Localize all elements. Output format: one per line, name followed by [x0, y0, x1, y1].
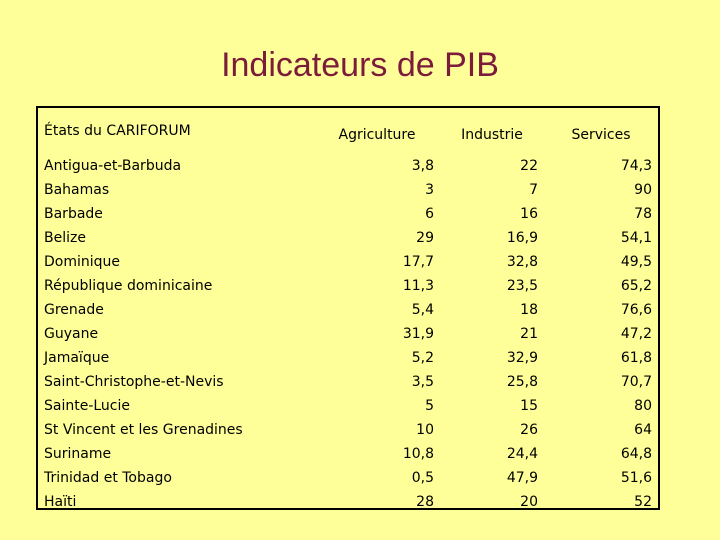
cell-services: 76,6 [620, 302, 652, 318]
cell-agriculture: 17,7 [402, 254, 434, 270]
cell-industry: 16 [520, 206, 538, 222]
cell-industry: 22 [520, 158, 538, 174]
cell-country: Trinidad et Tobago [44, 470, 172, 486]
cell-country: Grenade [44, 302, 104, 318]
header-agriculture: Agriculture [338, 127, 416, 143]
cell-services: 90 [634, 182, 652, 198]
cell-agriculture: 5,4 [411, 302, 434, 318]
cell-services: 65,2 [620, 278, 652, 294]
cell-country: Jamaïque [44, 350, 110, 366]
cell-agriculture: 0,5 [411, 470, 434, 486]
cell-country: Suriname [44, 446, 112, 462]
cell-agriculture: 11,3 [402, 278, 434, 294]
cell-country: Antigua-et-Barbuda [44, 158, 182, 174]
cell-agriculture: 3 [425, 182, 434, 198]
table-row: Antigua-et-Barbuda 3,8 22 74,3 [38, 154, 658, 178]
cell-agriculture: 29 [416, 230, 434, 246]
cell-services: 80 [634, 398, 652, 414]
cell-industry: 7 [529, 182, 538, 198]
page-title: Indicateurs de PIB [221, 46, 499, 84]
table-row: Suriname 10,8 24,4 64,8 [38, 442, 658, 466]
cell-agriculture: 6 [425, 206, 434, 222]
cell-country: St Vincent et les Grenadines [44, 422, 243, 438]
cell-agriculture: 10,8 [402, 446, 434, 462]
table-row: St Vincent et les Grenadines 10 26 64 [38, 418, 658, 442]
cell-services: 70,7 [620, 374, 652, 390]
table-row: Grenade 5,4 18 76,6 [38, 298, 658, 322]
table-row: Trinidad et Tobago 0,5 47,9 51,6 [38, 466, 658, 490]
cell-country: Bahamas [44, 182, 110, 198]
cell-country: Barbade [44, 206, 103, 222]
cell-services: 52 [634, 494, 652, 510]
cell-country: Dominique [44, 254, 121, 270]
table-row: Sainte-Lucie 5 15 80 [38, 394, 658, 418]
cell-services: 78 [634, 206, 652, 222]
table-row: Bahamas 3 7 90 [38, 178, 658, 202]
cell-industry: 26 [520, 422, 538, 438]
table-row: Saint-Christophe-et-Nevis 3,5 25,8 70,7 [38, 370, 658, 394]
gdp-table-frame: États du CARIFORUM Agriculture Industrie… [36, 106, 660, 510]
table-row: Haïti 28 20 52 [38, 490, 658, 514]
table-body: Antigua-et-Barbuda 3,8 22 74,3 Bahamas 3 7 90 Ba… [38, 154, 658, 514]
cell-industry: 21 [520, 326, 538, 342]
cell-country: Belize [44, 230, 86, 246]
cell-services: 51,6 [620, 470, 652, 486]
table-row: Barbade 6 16 78 [38, 202, 658, 226]
table-row: Dominique 17,7 32,8 49,5 [38, 250, 658, 274]
cell-industry: 47,9 [506, 470, 538, 486]
cell-services: 47,2 [620, 326, 652, 342]
cell-country: République dominicaine [44, 278, 213, 294]
cell-agriculture: 10 [416, 422, 434, 438]
cell-industry: 32,8 [506, 254, 538, 270]
header-row: États du CARIFORUM Agriculture Industrie… [38, 108, 658, 154]
gdp-table: États du CARIFORUM Agriculture Industrie… [38, 108, 658, 514]
cell-agriculture: 28 [416, 494, 434, 510]
cell-country: Haïti [44, 494, 77, 510]
cell-agriculture: 5 [425, 398, 434, 414]
cell-industry: 32,9 [506, 350, 538, 366]
cell-industry: 23,5 [506, 278, 538, 294]
cell-agriculture: 3,8 [411, 158, 434, 174]
cell-services: 49,5 [620, 254, 652, 270]
cell-country: Guyane [44, 326, 99, 342]
cell-agriculture: 3,5 [411, 374, 434, 390]
table-row: République dominicaine 11,3 23,5 65,2 [38, 274, 658, 298]
cell-services: 61,8 [620, 350, 652, 366]
cell-services: 74,3 [620, 158, 652, 174]
cell-services: 64 [634, 422, 652, 438]
cell-services: 64,8 [620, 446, 652, 462]
table-row: Jamaïque 5,2 32,9 61,8 [38, 346, 658, 370]
table-row: Guyane 31,9 21 47,2 [38, 322, 658, 346]
cell-industry: 15 [520, 398, 538, 414]
header-country: États du CARIFORUM [44, 123, 191, 139]
cell-industry: 20 [520, 494, 538, 510]
table-row: Belize 29 16,9 54,1 [38, 226, 658, 250]
cell-country: Saint-Christophe-et-Nevis [44, 374, 224, 390]
cell-country: Sainte-Lucie [44, 398, 131, 414]
cell-industry: 24,4 [506, 446, 538, 462]
cell-agriculture: 31,9 [402, 326, 434, 342]
cell-services: 54,1 [620, 230, 652, 246]
header-services: Services [571, 127, 631, 143]
cell-industry: 16,9 [506, 230, 538, 246]
cell-agriculture: 5,2 [411, 350, 434, 366]
cell-industry: 25,8 [506, 374, 538, 390]
cell-industry: 18 [520, 302, 538, 318]
table-header: États du CARIFORUM Agriculture Industrie… [38, 108, 658, 154]
header-industry: Industrie [461, 127, 523, 143]
